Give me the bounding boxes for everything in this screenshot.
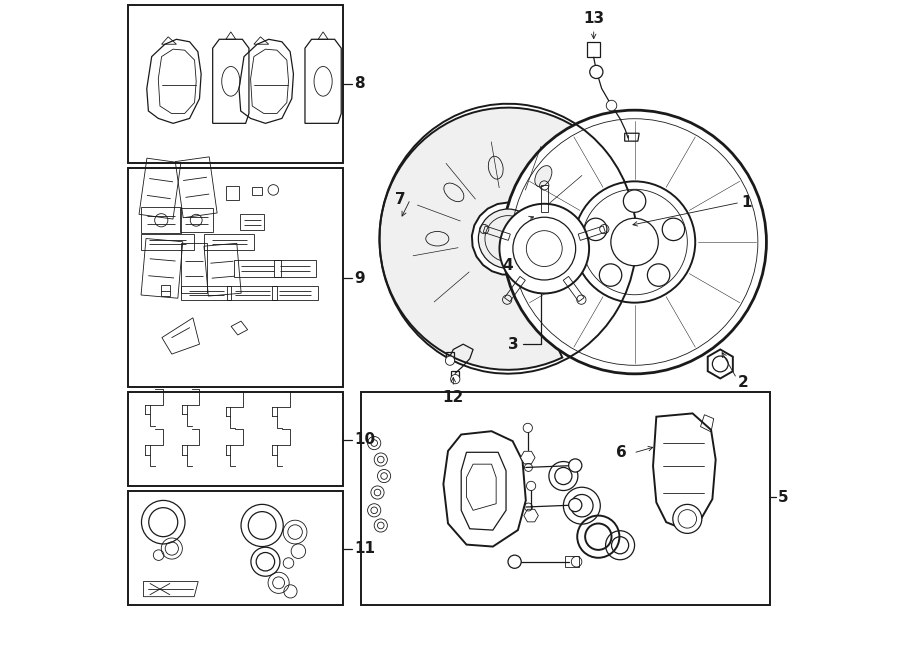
Text: 8: 8	[355, 76, 365, 91]
Ellipse shape	[535, 166, 552, 187]
Ellipse shape	[489, 156, 503, 179]
Ellipse shape	[444, 183, 464, 202]
Circle shape	[624, 190, 646, 213]
Text: 11: 11	[355, 541, 375, 556]
Polygon shape	[380, 108, 636, 370]
Ellipse shape	[426, 232, 449, 246]
Circle shape	[713, 356, 728, 372]
Circle shape	[574, 181, 695, 303]
Text: 5: 5	[778, 490, 788, 504]
Circle shape	[374, 519, 387, 532]
Circle shape	[374, 453, 387, 466]
Circle shape	[526, 481, 536, 491]
Text: 12: 12	[443, 391, 464, 405]
Circle shape	[569, 459, 581, 472]
Circle shape	[451, 375, 460, 384]
Text: 10: 10	[355, 432, 375, 448]
Circle shape	[478, 209, 537, 268]
Text: 6: 6	[616, 446, 626, 461]
Circle shape	[584, 218, 607, 240]
Circle shape	[607, 100, 616, 111]
Circle shape	[569, 498, 581, 512]
Polygon shape	[520, 451, 535, 464]
Polygon shape	[524, 509, 538, 522]
Text: 9: 9	[355, 271, 365, 286]
Circle shape	[367, 436, 381, 449]
Circle shape	[590, 66, 603, 79]
Circle shape	[503, 110, 767, 374]
Circle shape	[673, 504, 702, 534]
Circle shape	[371, 486, 384, 499]
Text: 3: 3	[508, 337, 518, 352]
Text: 2: 2	[738, 375, 749, 390]
Circle shape	[500, 204, 590, 293]
Text: 4: 4	[503, 258, 513, 273]
Circle shape	[599, 264, 622, 286]
Text: 1: 1	[742, 195, 751, 210]
Circle shape	[611, 218, 658, 265]
Circle shape	[662, 218, 685, 240]
Circle shape	[367, 504, 381, 517]
Circle shape	[647, 264, 670, 286]
Circle shape	[508, 555, 521, 568]
Text: 13: 13	[583, 11, 604, 26]
Polygon shape	[707, 350, 733, 379]
Circle shape	[446, 356, 454, 365]
Circle shape	[377, 469, 391, 483]
Circle shape	[523, 423, 533, 432]
Text: 7: 7	[394, 192, 405, 207]
